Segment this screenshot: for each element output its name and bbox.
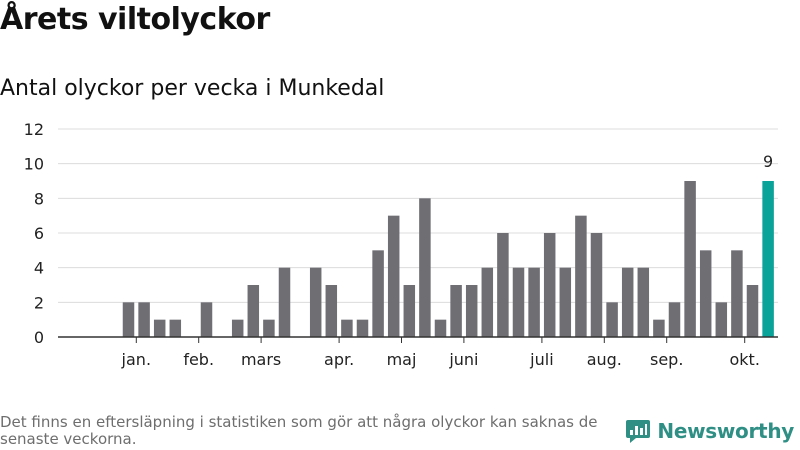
bar[interactable] (231, 319, 244, 337)
bar[interactable] (621, 267, 634, 337)
bar[interactable] (419, 198, 431, 337)
bar[interactable] (746, 285, 759, 337)
bar[interactable] (403, 285, 416, 337)
y-tick-label: 4 (34, 259, 44, 278)
bar[interactable] (200, 302, 213, 337)
x-tick-label: juli (529, 350, 553, 369)
x-tick-label: apr. (324, 350, 354, 369)
bar[interactable] (122, 302, 135, 337)
bar[interactable] (528, 267, 540, 337)
chart-subtitle: Antal olyckor per vecka i Munkedal (0, 76, 385, 101)
bar[interactable] (606, 302, 618, 337)
bar[interactable] (653, 319, 665, 337)
x-tick-label: sep. (650, 350, 683, 369)
x-tick-label: aug. (587, 350, 622, 369)
brand-logo[interactable]: Newsworthy (625, 418, 794, 444)
x-tick-label: feb. (183, 350, 214, 369)
bar[interactable] (309, 267, 322, 337)
brand-name: Newsworthy (657, 419, 794, 443)
x-tick-label: okt. (729, 350, 759, 369)
footnote: Det finns en eftersläpning i statistiken… (0, 413, 598, 448)
bar[interactable] (575, 215, 587, 337)
bar[interactable] (465, 285, 478, 337)
bar[interactable] (668, 302, 681, 337)
bar[interactable] (481, 267, 494, 337)
x-tick-label: juni (448, 350, 478, 369)
y-tick-label: 10 (24, 155, 44, 174)
y-tick-label: 8 (34, 189, 44, 208)
bar[interactable] (590, 233, 603, 337)
bar[interactable] (543, 233, 556, 337)
bar[interactable] (637, 267, 650, 337)
axis-layer (58, 336, 778, 343)
newsworthy-icon (626, 420, 651, 443)
bar[interactable] (325, 285, 338, 337)
bar[interactable] (497, 233, 509, 337)
bar[interactable] (387, 215, 400, 337)
bar[interactable] (559, 267, 572, 337)
x-tick-label: jan. (121, 350, 151, 369)
bar[interactable] (512, 267, 525, 337)
bar[interactable] (153, 319, 166, 337)
x-tick-label: mars (241, 350, 281, 369)
bar[interactable] (731, 250, 743, 337)
y-tick-label: 6 (34, 224, 44, 243)
bar[interactable] (247, 285, 260, 337)
bar[interactable] (699, 250, 712, 337)
bar[interactable] (684, 181, 696, 337)
bar[interactable] (263, 319, 275, 337)
bar[interactable] (138, 302, 150, 337)
y-tick-label: 12 (24, 120, 44, 139)
bar-layer (122, 181, 774, 337)
bar-chart: 0 2 4 6 8 10 12 jan. feb. mars apr. maj juni juli aug.… (24, 120, 778, 369)
bar[interactable] (434, 319, 447, 337)
y-tick-label: 2 (34, 293, 44, 312)
bar[interactable] (169, 319, 182, 337)
label-layer: 0 2 4 6 8 10 12 jan. feb. mars apr. maj juni juli aug.… (24, 120, 774, 369)
bar[interactable] (356, 319, 369, 337)
grid-layer (58, 128, 778, 303)
y-tick-label: 0 (34, 328, 44, 347)
x-tick-label: maj (387, 350, 417, 369)
bar[interactable] (715, 302, 728, 337)
data-label: 9 (763, 152, 773, 171)
bar[interactable] (372, 250, 384, 337)
highlight-bar[interactable] (762, 181, 774, 337)
chart-title: Årets viltolyckor (0, 2, 270, 37)
bar[interactable] (341, 319, 353, 337)
bar[interactable] (278, 267, 291, 337)
bar[interactable] (450, 285, 462, 337)
